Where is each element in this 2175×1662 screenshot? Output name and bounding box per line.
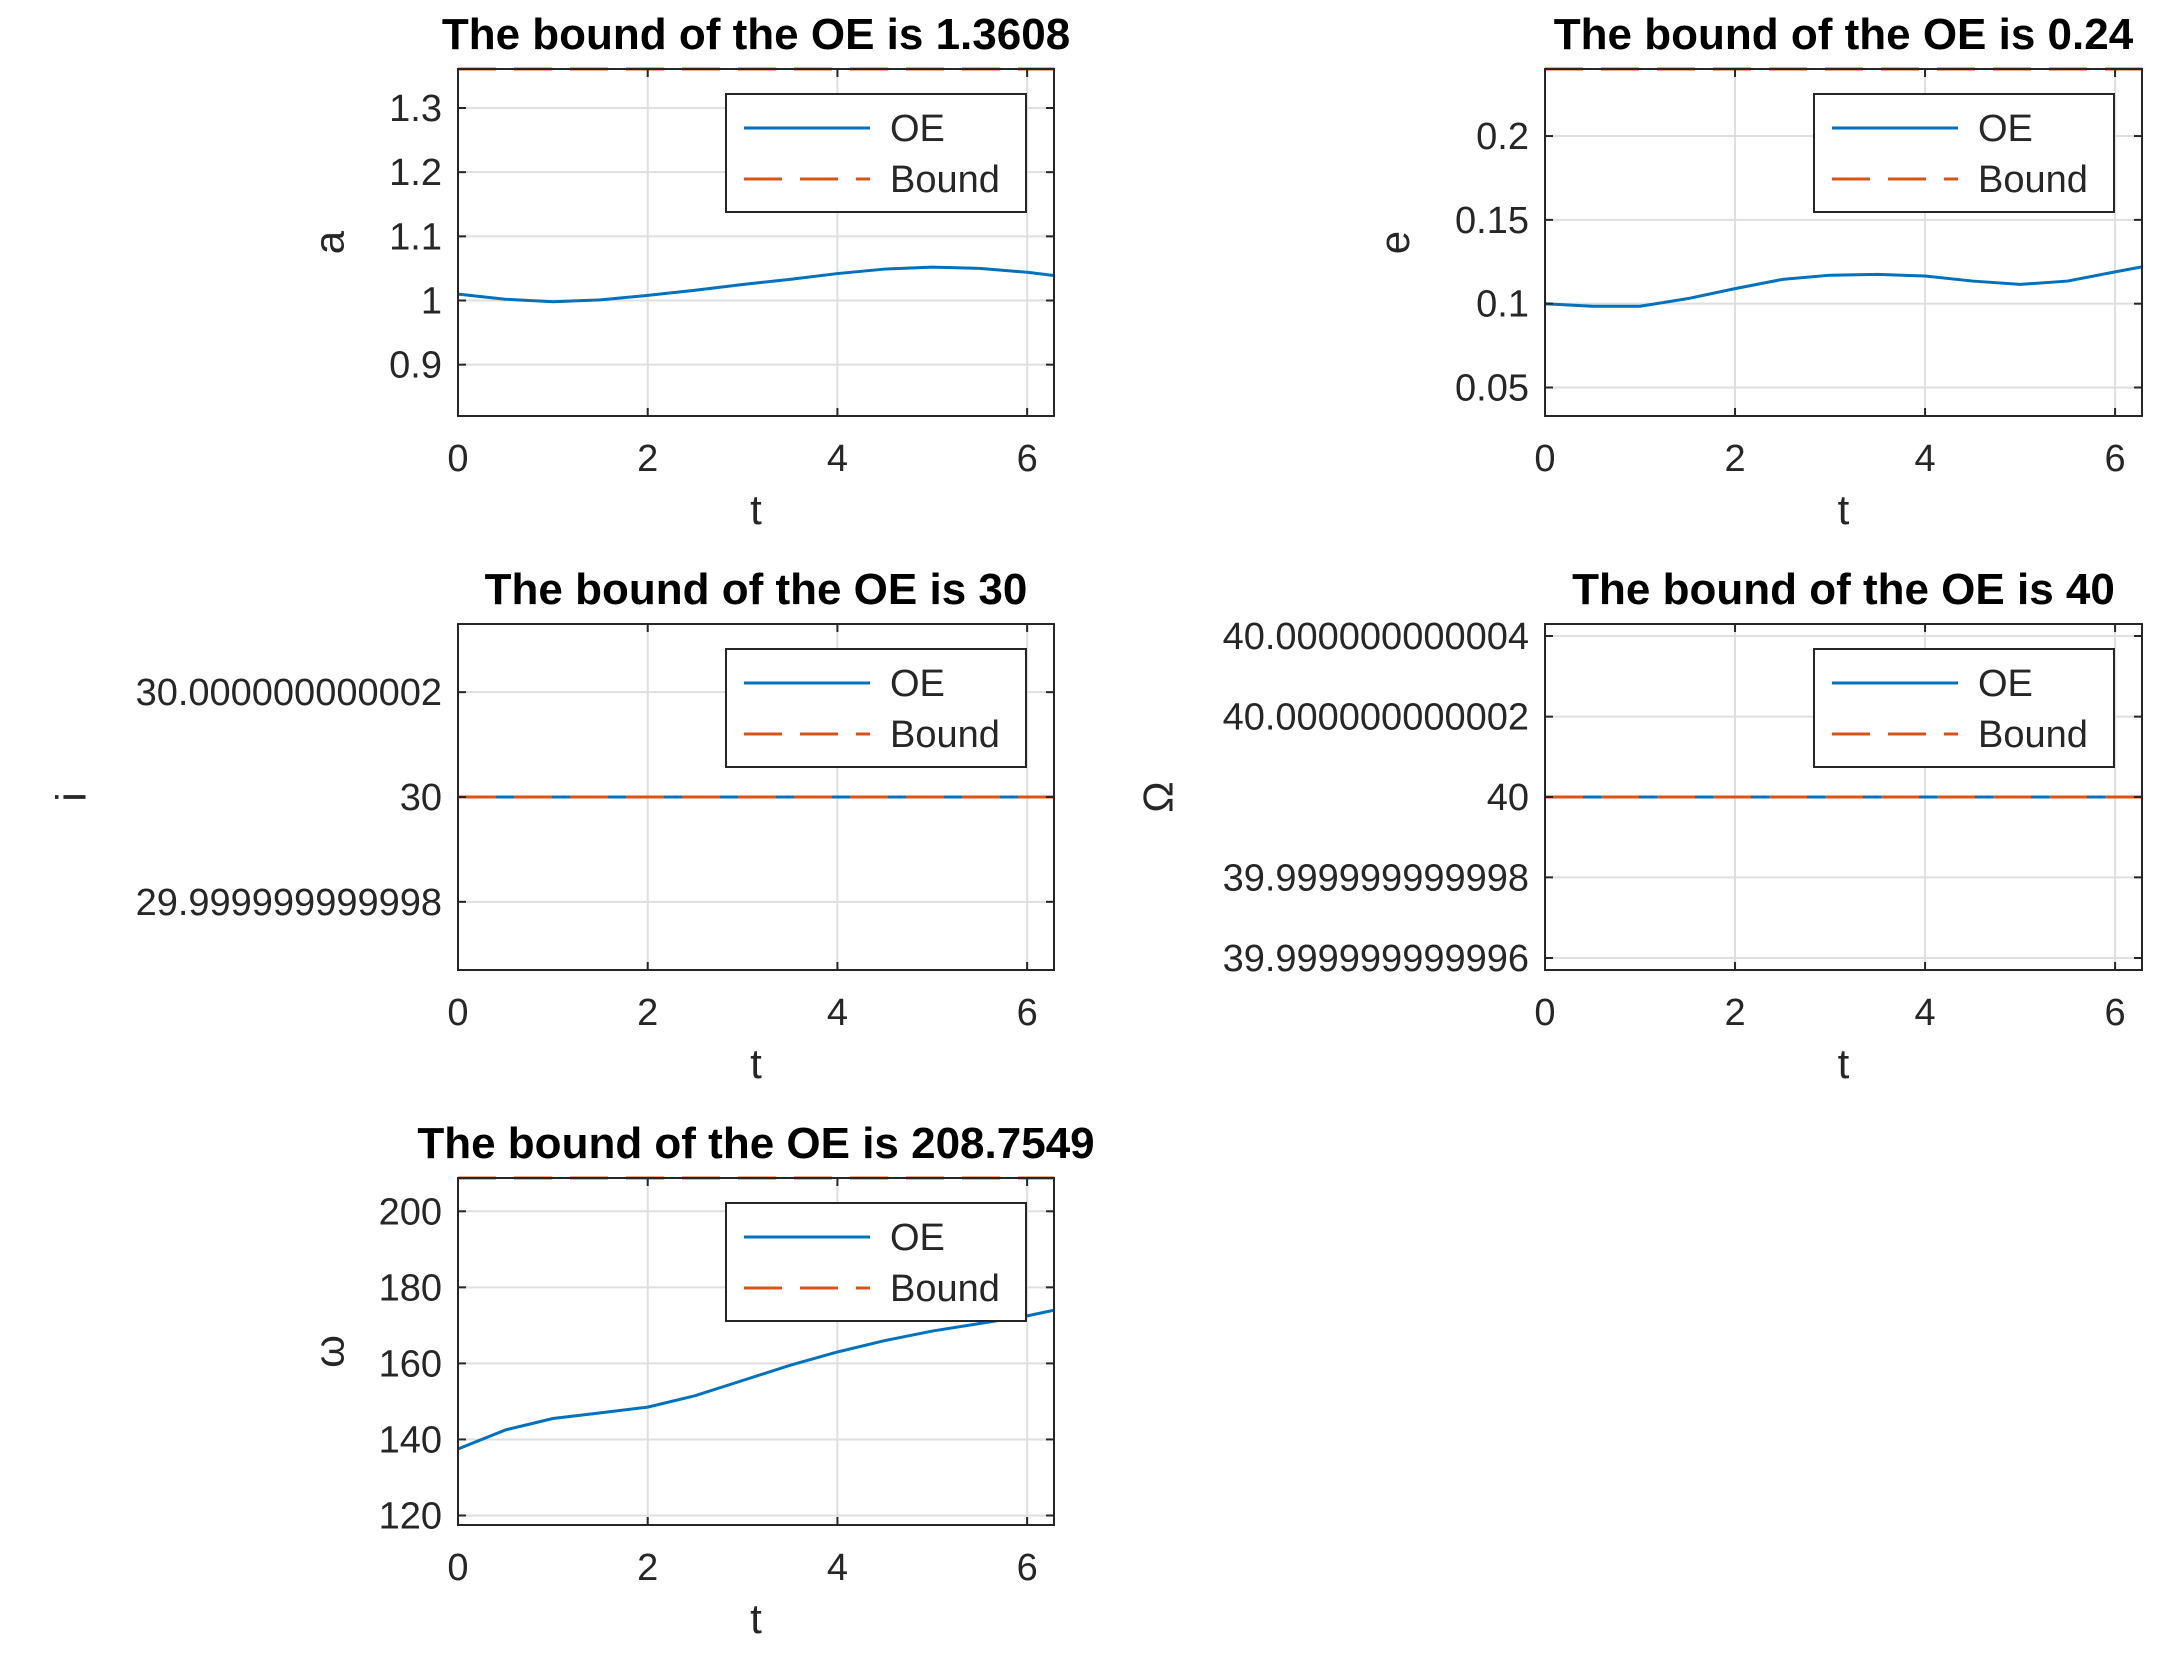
x-tick-label: 2 xyxy=(637,992,658,1034)
axes-box xyxy=(457,1177,1055,1526)
legend-oe-label: OE xyxy=(1978,663,2033,705)
y-tick-label: 1.2 xyxy=(389,152,442,194)
x-tick-label: 4 xyxy=(827,438,848,480)
y-tick-label: 30.000000000002 xyxy=(136,672,442,714)
axes-box xyxy=(457,68,1055,417)
x-tick-label: 0 xyxy=(1534,438,1555,480)
legend-oe-label: OE xyxy=(890,663,945,705)
y-tick-label: 40 xyxy=(1487,777,1529,819)
legend-bound-label: Bound xyxy=(1978,714,2088,756)
chart-title: The bound of the OE is 30 xyxy=(485,565,1028,614)
y-tick-label: 0.9 xyxy=(389,345,442,387)
y-tick-label: 1 xyxy=(421,281,442,323)
x-tick-label: 6 xyxy=(2105,992,2126,1034)
x-tick-label: 4 xyxy=(827,992,848,1034)
x-tick-label: 0 xyxy=(447,1547,468,1589)
y-tick-label: 40.000000000002 xyxy=(1223,697,1529,739)
x-axis-label: t xyxy=(1838,486,1850,533)
y-tick-label: 180 xyxy=(379,1267,442,1309)
legend-bound-label: Bound xyxy=(890,1268,1000,1310)
x-tick-label: 6 xyxy=(1017,992,1038,1034)
legend: OE Bound xyxy=(725,93,1027,213)
legend-oe-label: OE xyxy=(890,108,945,150)
x-tick-label: 2 xyxy=(1724,438,1745,480)
legend-oe-label: OE xyxy=(890,1217,945,1259)
x-tick-label: 2 xyxy=(637,438,658,480)
legend: OE Bound xyxy=(1813,93,2115,213)
oe-line xyxy=(458,265,1054,304)
legend-box xyxy=(1813,648,2115,768)
x-axis-label: t xyxy=(750,1040,762,1087)
legend-bound-label: Bound xyxy=(890,159,1000,201)
y-tick-label: 160 xyxy=(379,1343,442,1385)
legend-bound-label: Bound xyxy=(1978,159,2088,201)
legend-bound-label: Bound xyxy=(890,714,1000,756)
y-tick-label: 39.999999999998 xyxy=(1223,857,1529,899)
oe-line xyxy=(1545,265,2142,308)
legend-box xyxy=(725,1202,1027,1322)
chart-title: The bound of the OE is 1.3608 xyxy=(442,10,1070,59)
y-axis-label: Ω xyxy=(1135,781,1182,812)
chart-title: The bound of the OE is 0.24 xyxy=(1554,10,2134,59)
y-tick-label: 200 xyxy=(379,1191,442,1233)
legend: OE Bound xyxy=(1813,648,2115,768)
y-tick-label: 1.3 xyxy=(389,88,442,130)
y-tick-label: 120 xyxy=(379,1495,442,1537)
y-tick-label: 1.1 xyxy=(389,216,442,258)
x-tick-label: 2 xyxy=(1724,992,1745,1034)
chart-3: 0 2 4 6 29.999999999998 30 30.000000000002 t i Th… xyxy=(48,565,1055,1087)
axes-box xyxy=(1544,68,2143,417)
y-tick-label: 0.2 xyxy=(1476,116,1529,158)
y-axis-label: i xyxy=(48,792,95,801)
x-tick-label: 6 xyxy=(1017,1547,1038,1589)
legend: OE Bound xyxy=(725,1202,1027,1322)
x-tick-label: 4 xyxy=(1914,992,1935,1034)
x-tick-label: 6 xyxy=(2105,438,2126,480)
x-tick-label: 4 xyxy=(1914,438,1935,480)
x-axis-label: t xyxy=(750,1595,762,1642)
y-axis-label: ω xyxy=(306,1335,353,1368)
y-tick-label: 30 xyxy=(400,777,442,819)
chart-1: 0 2 4 6 0.9 1 1.1 1.2 1.3 t a The bound of the OE i… xyxy=(306,10,1071,533)
x-tick-label: 0 xyxy=(1534,992,1555,1034)
chart-title: The bound of the OE is 40 xyxy=(1572,565,2115,614)
legend-box xyxy=(1813,93,2115,213)
chart-5: 0 2 4 6 120 140 160 180 200 t ω The bound of the OE… xyxy=(306,1119,1095,1642)
y-tick-label: 40.000000000004 xyxy=(1223,616,1529,658)
chart-title: The bound of the OE is 208.7549 xyxy=(417,1119,1094,1168)
y-tick-label: 0.15 xyxy=(1455,200,1529,242)
legend-box xyxy=(725,648,1027,768)
x-tick-label: 0 xyxy=(447,438,468,480)
legend-box xyxy=(725,93,1027,213)
legend: OE Bound xyxy=(725,648,1027,768)
y-tick-label: 0.05 xyxy=(1455,368,1529,410)
chart-4: 0 2 4 6 39.999999999996 39.999999999998 40 40.0… xyxy=(1135,565,2143,1087)
x-tick-label: 6 xyxy=(1017,438,1038,480)
x-axis-label: t xyxy=(750,486,762,533)
chart-2: 0 2 4 6 0.05 0.1 0.15 0.2 t e The bound of the OE … xyxy=(1371,10,2143,533)
y-axis-label: e xyxy=(1371,231,1418,254)
x-axis-label: t xyxy=(1838,1040,1850,1087)
legend-oe-label: OE xyxy=(1978,108,2033,150)
y-tick-label: 29.999999999998 xyxy=(136,882,442,924)
oe-line xyxy=(458,1308,1054,1451)
x-tick-label: 0 xyxy=(447,992,468,1034)
x-tick-label: 4 xyxy=(827,1547,848,1589)
x-tick-label: 2 xyxy=(637,1547,658,1589)
y-tick-label: 0.1 xyxy=(1476,284,1529,326)
y-tick-label: 39.999999999996 xyxy=(1223,938,1529,980)
y-axis-label: a xyxy=(306,230,353,254)
y-tick-label: 140 xyxy=(379,1419,442,1461)
